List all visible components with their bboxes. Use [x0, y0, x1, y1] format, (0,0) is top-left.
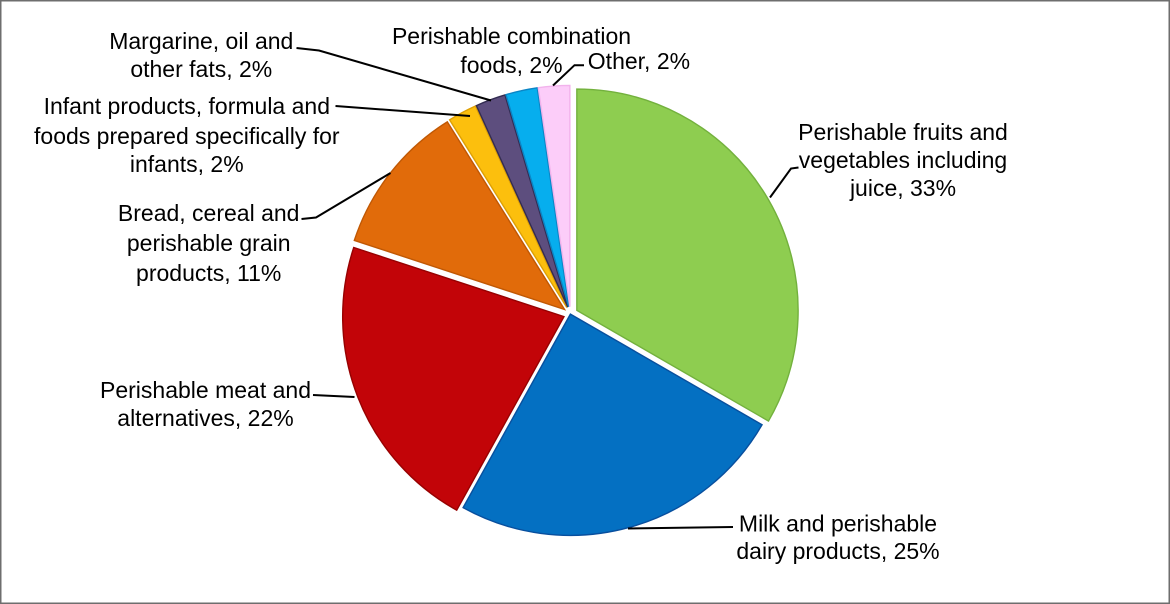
- svg-text:dairy products, 25%: dairy products, 25%: [736, 538, 939, 564]
- svg-text:foods prepared specifically fo: foods prepared specifically for: [34, 123, 340, 149]
- svg-text:infants, 2%: infants, 2%: [130, 151, 244, 177]
- svg-text:Infant products, formula and: Infant products, formula and: [44, 93, 330, 119]
- svg-text:Margarine, oil and: Margarine, oil and: [109, 28, 293, 54]
- svg-text:Bread, cereal and: Bread, cereal and: [118, 200, 300, 226]
- svg-text:Milk and perishable: Milk and perishable: [739, 511, 937, 537]
- svg-text:Perishable meat and: Perishable meat and: [100, 377, 311, 403]
- svg-text:vegetables including: vegetables including: [799, 147, 1007, 173]
- svg-text:alternatives, 22%: alternatives, 22%: [117, 405, 293, 431]
- svg-text:Perishable combination: Perishable combination: [392, 23, 631, 49]
- svg-text:foods, 2%: foods, 2%: [460, 52, 562, 78]
- svg-text:juice, 33%: juice, 33%: [849, 175, 956, 201]
- svg-text:other fats, 2%: other fats, 2%: [130, 56, 272, 82]
- svg-text:products, 11%: products, 11%: [136, 260, 281, 286]
- svg-text:Other, 2%: Other, 2%: [588, 48, 690, 74]
- svg-text:Perishable fruits and: Perishable fruits and: [798, 119, 1008, 145]
- svg-text:perishable grain: perishable grain: [127, 230, 291, 256]
